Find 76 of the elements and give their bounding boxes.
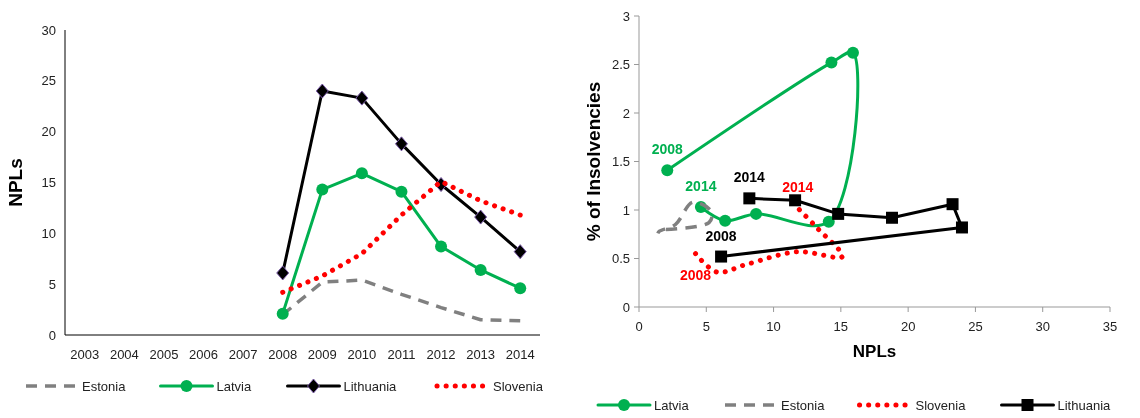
point (743, 192, 756, 205)
x-tick-label: 35 (1102, 319, 1118, 334)
y-tick-label: 2.5 (611, 57, 630, 72)
y-tick-label: 3 (622, 8, 630, 24)
y-tick-label: 0.5 (611, 251, 630, 266)
x-tick-label: 0 (635, 319, 643, 334)
point (846, 46, 859, 59)
x-tick-label: 2011 (387, 347, 416, 362)
point (474, 209, 488, 225)
point (513, 244, 527, 260)
legend-label: Slovenia (493, 379, 544, 394)
point (276, 307, 289, 320)
annotation: 2008 (679, 266, 712, 283)
y-tick-label: 25 (41, 73, 56, 89)
point (355, 90, 369, 106)
point (395, 185, 408, 198)
x-axis-title: NPLs (852, 342, 897, 361)
point (316, 183, 329, 196)
x-tick-label: 2012 (426, 347, 456, 362)
legend-label: Latvia (654, 398, 690, 413)
y-tick-label: 20 (41, 124, 56, 140)
point (514, 282, 527, 295)
y-axis-title: % of Insolvencies (583, 81, 604, 242)
point (789, 194, 802, 207)
legend-label: Slovenia (915, 398, 967, 413)
point (276, 265, 290, 281)
point (885, 211, 898, 224)
annotation: 2014 (685, 178, 717, 195)
y-tick-label: 2 (622, 105, 630, 121)
x-tick-label: 30 (1035, 319, 1050, 334)
x-tick-label: 2010 (347, 347, 377, 362)
point (946, 198, 959, 211)
x-tick-label: 2009 (307, 347, 337, 362)
point (832, 207, 845, 220)
y-tick-label: 15 (41, 175, 56, 190)
y-tick-label: 1 (622, 202, 630, 218)
x-tick-label: 15 (833, 319, 849, 334)
point (315, 83, 329, 99)
x-tick-label: 25 (968, 319, 983, 334)
point (719, 214, 732, 227)
x-tick-label: 2008 (268, 347, 298, 362)
y-tick-label: 30 (41, 22, 56, 38)
x-tick-label: 5 (702, 319, 710, 334)
point (955, 221, 968, 234)
y-tick-label: 1.5 (611, 154, 630, 169)
y-tick-label: 5 (48, 276, 56, 292)
point (474, 263, 487, 276)
annotation: 2008 (705, 227, 737, 244)
x-tick-label: 2005 (149, 347, 179, 362)
x-tick-label: 2003 (70, 347, 100, 362)
point (394, 136, 408, 152)
point (715, 250, 728, 263)
point (355, 167, 368, 180)
point (825, 56, 838, 69)
x-tick-label: 2007 (228, 347, 258, 362)
x-tick-label: 2013 (466, 347, 496, 362)
x-tick-label: 2004 (109, 347, 139, 362)
legend-label: Lithuania (343, 379, 398, 394)
point (822, 215, 835, 228)
annotation: 2008 (651, 141, 684, 158)
legend-label: Lithuania (1057, 398, 1112, 413)
x-tick-label: 2014 (505, 347, 535, 362)
x-tick-label: 20 (900, 319, 916, 334)
legend-label: Estonia (82, 379, 127, 394)
legend-label: Latvia (216, 379, 252, 394)
y-tick-label: 10 (41, 225, 56, 241)
x-tick-label: 10 (766, 319, 781, 334)
y-tick-label: 0 (622, 299, 630, 315)
point (661, 164, 674, 177)
annotation: 2014 (782, 179, 814, 196)
legend-label: Estonia (781, 398, 826, 413)
point (750, 207, 763, 220)
point (435, 240, 448, 253)
y-axis-title: NPLs (5, 158, 26, 207)
annotation: 2014 (733, 169, 766, 186)
x-tick-label: 2006 (189, 347, 218, 362)
